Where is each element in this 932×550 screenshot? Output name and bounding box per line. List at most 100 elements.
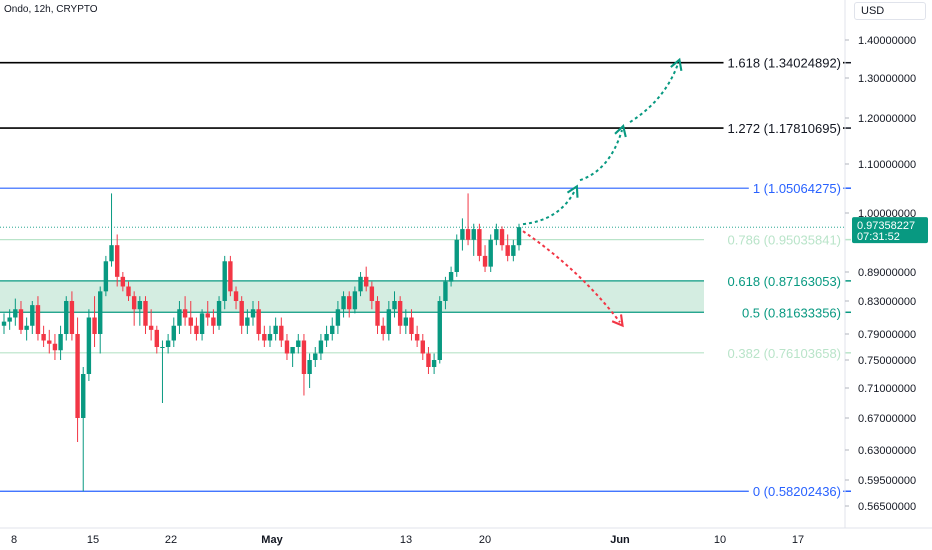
candle: [488, 234, 493, 272]
y-tick-label: 1.00000000: [858, 208, 916, 220]
y-tick-label: 1.20000000: [858, 113, 916, 125]
candle: [228, 255, 233, 297]
currency-selector[interactable]: USD: [854, 2, 926, 20]
candle-body: [324, 334, 329, 341]
candle-body: [284, 340, 290, 354]
candle: [358, 272, 363, 297]
candle-body: [137, 301, 143, 310]
candle: [494, 223, 499, 246]
candle-body: [239, 301, 244, 326]
price-axis[interactable]: 1.40000000 1.30000000 1.20000000 1.10000000…: [845, 35, 916, 513]
candle: [103, 255, 109, 297]
candle: [380, 317, 386, 341]
candle-body: [313, 353, 318, 360]
candle-body: [7, 317, 12, 322]
candle-body: [1, 321, 7, 326]
candle-body: [69, 301, 75, 334]
candle: [114, 234, 120, 287]
projection-arrow: [522, 230, 624, 328]
candle-body: [228, 261, 233, 292]
fib-label: 0.618 (0.87163053): [728, 274, 841, 289]
candle: [182, 296, 188, 326]
candle: [454, 234, 459, 277]
candle-body: [52, 343, 58, 351]
candle: [154, 325, 160, 354]
candle: [165, 334, 171, 354]
candle-body: [194, 325, 199, 334]
fib-label-bg: [748, 483, 843, 500]
candle-body: [499, 229, 505, 246]
fib-label: 0.786 (0.95035841): [728, 233, 841, 248]
fib-label: 0 (0.58202436): [753, 484, 841, 499]
candle: [392, 291, 397, 318]
candle: [109, 193, 114, 267]
candle: [69, 291, 75, 341]
candle-body: [296, 340, 301, 347]
candle: [250, 301, 256, 326]
candle-body: [188, 317, 193, 326]
candle-body: [369, 286, 375, 301]
candle-body: [279, 325, 284, 341]
candle-body: [216, 301, 222, 326]
candle: [347, 291, 352, 318]
candle: [205, 301, 210, 326]
fib-label: 1.618 (1.34024892): [728, 56, 841, 71]
fib-label: 1.272 (1.17810695): [728, 121, 841, 136]
candle: [284, 334, 290, 360]
candle: [420, 334, 425, 360]
candle: [222, 255, 227, 310]
candle: [239, 296, 244, 334]
candle-body: [494, 229, 499, 240]
fib-label: 0.5 (0.81633356): [742, 305, 841, 320]
candle-body: [516, 227, 522, 246]
candle-body: [273, 325, 278, 334]
candle-body: [160, 347, 165, 348]
candle: [18, 301, 24, 334]
projection-arrows: [522, 57, 683, 328]
candle: [75, 317, 80, 442]
candle-body: [30, 305, 35, 326]
candle-body: [13, 309, 18, 318]
candle: [160, 340, 165, 403]
candle-body: [318, 340, 324, 354]
candle: [171, 317, 176, 347]
fib-label-bg: [737, 304, 843, 321]
candle: [448, 266, 454, 287]
candle-body: [363, 276, 369, 287]
candle-body: [165, 340, 171, 347]
candle: [194, 317, 199, 341]
candle: [188, 301, 193, 334]
candle-body: [397, 301, 403, 326]
candle: [30, 301, 35, 334]
fib-label: 0.382 (0.76103658): [728, 346, 841, 361]
x-tick-label: 22: [165, 534, 177, 546]
fib-label: 1 (1.05064275): [753, 181, 841, 196]
candle: [318, 334, 324, 360]
fib-label-bg: [723, 54, 843, 71]
candle: [335, 301, 341, 334]
candle: [426, 347, 431, 374]
candle-body: [148, 325, 154, 330]
fib-label-bg: [748, 180, 843, 197]
candle: [307, 353, 312, 388]
candle-body: [177, 309, 182, 326]
candle: [120, 272, 126, 292]
candle-body: [290, 347, 295, 354]
y-tick-label: 0.63000000: [858, 445, 916, 457]
candle: [482, 245, 488, 272]
y-tick-label: 0.75000000: [858, 355, 916, 367]
candle: [24, 317, 29, 341]
candle: [465, 193, 471, 246]
candle-body: [222, 261, 227, 301]
candle: [443, 276, 448, 310]
candles-layer: [1, 193, 522, 492]
candle: [47, 329, 52, 354]
candle-body: [103, 261, 109, 292]
candle: [92, 296, 97, 347]
candle: [290, 347, 295, 367]
projection-arrow: [629, 57, 683, 123]
candle: [516, 223, 522, 251]
y-tick-label: 1.30000000: [858, 73, 916, 85]
time-axis[interactable]: 8 15 22 May 13 20 Jun 10 17: [11, 534, 804, 546]
